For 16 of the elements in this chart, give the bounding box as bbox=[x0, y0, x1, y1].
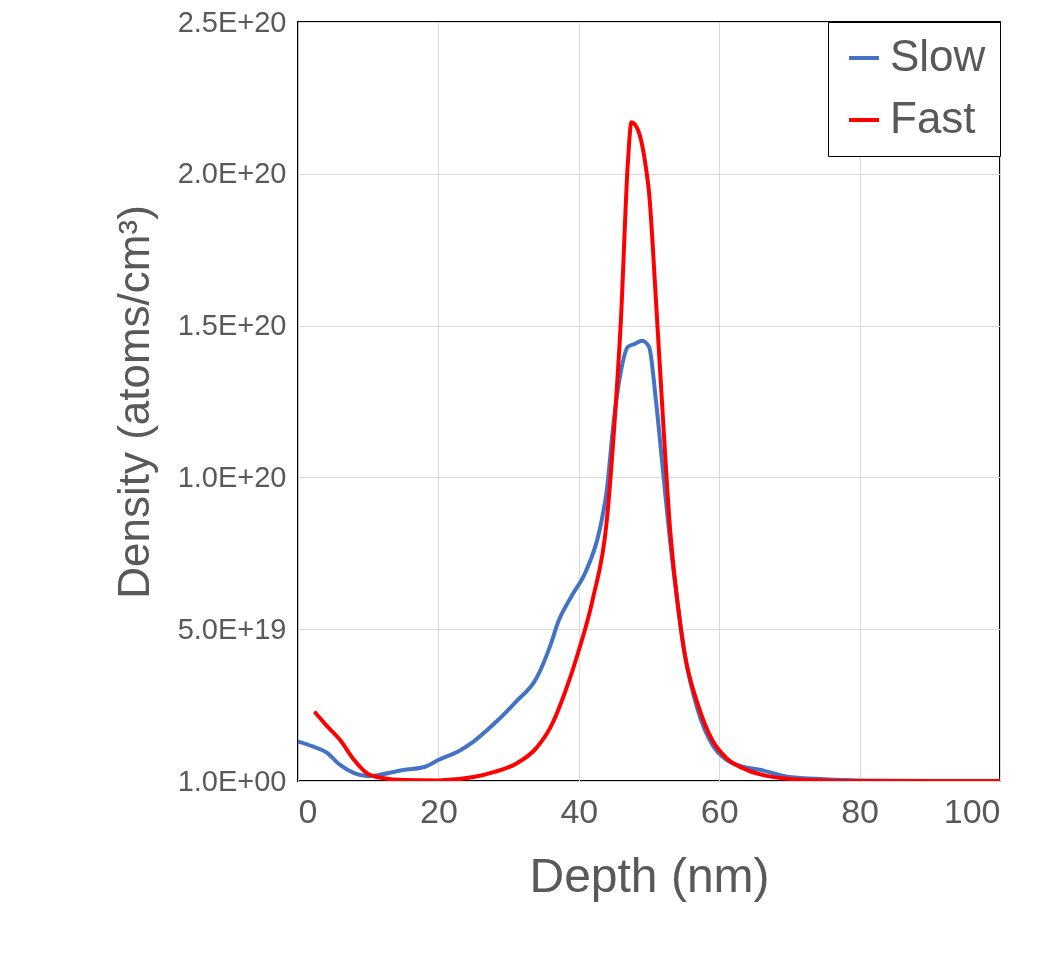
legend-label: Fast bbox=[890, 93, 976, 142]
x-tick-label: 80 bbox=[841, 791, 880, 830]
y-tick-label: 5.0E+19 bbox=[177, 612, 287, 645]
y-tick-label: 1.5E+20 bbox=[177, 309, 287, 342]
y-tick-label: 2.0E+20 bbox=[177, 157, 287, 190]
legend-label: Slow bbox=[890, 31, 986, 80]
x-tick-label: 0 bbox=[298, 791, 318, 830]
y-tick-label: 1.0E+00 bbox=[177, 764, 287, 797]
x-tick-label: 20 bbox=[419, 791, 458, 830]
x-tick-label: 40 bbox=[560, 791, 599, 830]
y-axis-title: Density (atoms/cm³) bbox=[108, 205, 158, 599]
x-tick-label: 100 bbox=[943, 791, 1001, 830]
x-tick-label: 60 bbox=[700, 791, 739, 830]
y-tick-label: 2.5E+20 bbox=[177, 5, 287, 38]
y-tick-label: 1.0E+20 bbox=[177, 460, 287, 493]
x-axis-title: Depth (nm) bbox=[529, 848, 770, 902]
